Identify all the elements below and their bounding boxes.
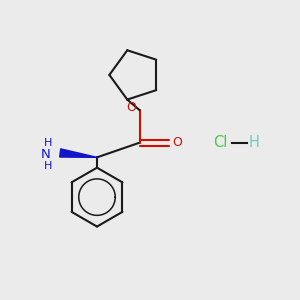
Text: N: N [40,148,50,161]
Text: Cl: Cl [214,135,228,150]
Text: H: H [44,138,52,148]
Text: O: O [127,101,136,114]
Text: H: H [249,135,260,150]
Text: O: O [172,136,182,149]
Polygon shape [60,149,97,158]
Text: H: H [44,161,52,171]
